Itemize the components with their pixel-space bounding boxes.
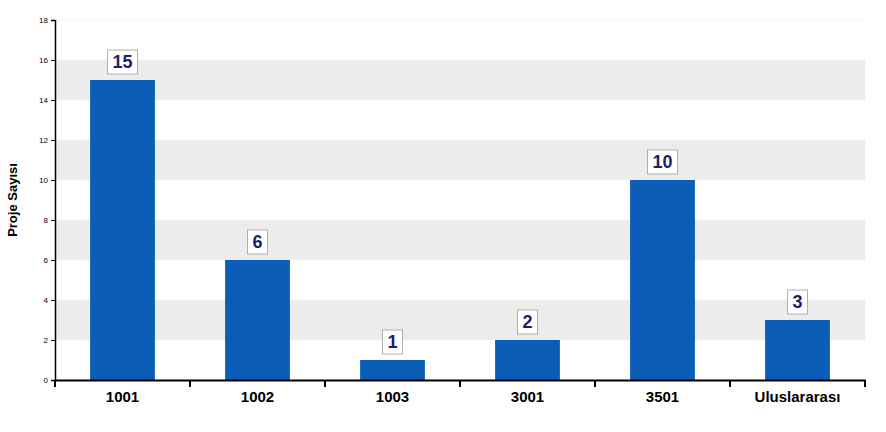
x-tick: 1002: [241, 380, 274, 405]
grid-line: [55, 60, 865, 61]
y-tick-mark: [51, 20, 55, 21]
y-tick: 18: [39, 16, 55, 25]
chart: 02468101214161810011002100330013501Ulusl…: [0, 0, 886, 432]
x-separator: [729, 380, 731, 387]
y-tick-mark: [51, 260, 55, 261]
data-label-text: 3: [792, 292, 802, 312]
y-tick-mark: [51, 300, 55, 301]
grid-band: [55, 140, 865, 180]
data-label: 10: [647, 150, 677, 174]
bar: [90, 80, 155, 380]
y-axis: 0 2 4 6 8 10 12 14 16 18: [39, 16, 55, 385]
y-tick-label: 12: [39, 136, 48, 145]
bar: [630, 180, 695, 380]
grid-line: [55, 140, 865, 141]
y-tick: 16: [39, 56, 55, 65]
grid-line: [55, 260, 865, 261]
grid: [55, 20, 865, 380]
y-tick-mark: [51, 180, 55, 181]
data-label-text: 1: [387, 332, 397, 352]
grid-band: [55, 220, 865, 260]
y-tick-label: 16: [39, 56, 48, 65]
data-label: 2: [517, 310, 537, 334]
y-tick-label: 2: [44, 336, 49, 345]
x-tick-label: 1003: [376, 388, 409, 405]
grid-line: [55, 300, 865, 301]
data-label-box: [647, 150, 677, 174]
data-label-box: [382, 330, 402, 354]
y-tick-label: 4: [44, 296, 49, 305]
y-tick: 8: [44, 216, 55, 225]
x-tick: 1001: [106, 380, 139, 405]
data-label: 3: [787, 290, 807, 314]
data-labels: 15 6 1 2 10 3: [107, 50, 807, 354]
bar: [360, 360, 425, 380]
grid-line: [55, 340, 865, 341]
data-label-text: 10: [652, 152, 672, 172]
y-tick-label: 18: [39, 16, 48, 25]
y-tick-mark: [51, 100, 55, 101]
data-label: 15: [107, 50, 137, 74]
y-tick: 10: [39, 176, 55, 185]
data-label-text: 2: [522, 312, 532, 332]
y-tick-mark: [51, 140, 55, 141]
bars: [90, 80, 830, 380]
bar: [225, 260, 290, 380]
data-label-box: [247, 230, 267, 254]
grid-line: [55, 100, 865, 101]
data-label-box: [787, 290, 807, 314]
x-tick-label: 1002: [241, 388, 274, 405]
y-tick: 2: [44, 336, 55, 345]
grid-band: [55, 60, 865, 100]
y-tick-label: 6: [44, 256, 49, 265]
x-axis: 1001 1002 1003 3001 3501 Uluslararası: [55, 380, 866, 405]
x-tick-label: 3501: [646, 388, 679, 405]
y-tick-mark: [51, 60, 55, 61]
y-tick-mark: [51, 340, 55, 341]
x-separator: [459, 380, 461, 387]
x-separator: [864, 380, 866, 387]
grid-band: [55, 300, 865, 340]
grid-line: [55, 20, 865, 21]
y-tick: 6: [44, 256, 55, 265]
y-axis-title: Proje Sayısı: [5, 163, 20, 237]
y-tick-label: 14: [39, 96, 48, 105]
y-tick: 12: [39, 136, 55, 145]
x-tick: 1003: [376, 380, 409, 405]
y-tick: 0: [44, 376, 55, 385]
grid-line: [55, 220, 865, 221]
data-label-text: 15: [112, 52, 132, 72]
data-label: 1: [382, 330, 402, 354]
x-tick-label: Uluslararası: [755, 388, 841, 405]
y-tick-mark: [51, 220, 55, 221]
x-separator: [594, 380, 596, 387]
data-label-box: [107, 50, 137, 74]
y-axis-line: [51, 21, 56, 381]
x-separator: [324, 380, 326, 387]
x-tick-label: 1001: [106, 388, 139, 405]
x-separator: [189, 380, 191, 387]
y-tick: 4: [44, 296, 55, 305]
bar: [495, 340, 560, 380]
x-tick: Uluslararası: [755, 380, 841, 405]
bar: [765, 320, 830, 380]
grid-line: [55, 180, 865, 181]
x-tick: 3501: [646, 380, 679, 405]
data-label: 6: [247, 230, 267, 254]
y-tick: 14: [39, 96, 55, 105]
y-tick-label: 10: [39, 176, 48, 185]
x-tick: 3001: [511, 380, 544, 405]
x-separator: [54, 380, 56, 387]
y-tick-label: 8: [44, 216, 49, 225]
x-tick-label: 3001: [511, 388, 544, 405]
data-label-text: 6: [252, 232, 262, 252]
data-label-box: [517, 310, 537, 334]
y-tick-label: 0: [44, 376, 49, 385]
